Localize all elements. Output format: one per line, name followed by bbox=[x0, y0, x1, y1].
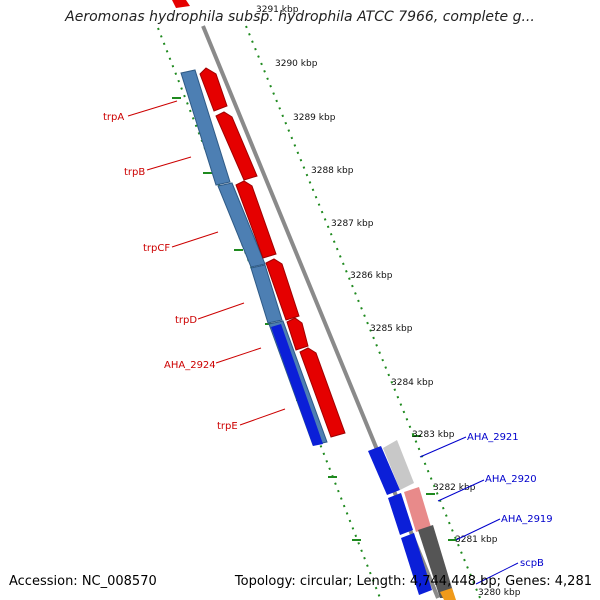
leader-line-trpE bbox=[239, 408, 286, 426]
gene-block-trpE bbox=[271, 324, 323, 446]
gene-label-trpA[interactable]: trpA bbox=[103, 112, 124, 123]
leader-line-trpA bbox=[127, 100, 178, 117]
leader-line-trpB bbox=[146, 156, 192, 171]
ruler-label-3286: 3286 kbp bbox=[350, 271, 393, 281]
outer-ruler-line bbox=[245, 25, 481, 599]
map-title: Aeromonas hydrophila subsp. hydrophila A… bbox=[65, 9, 535, 25]
gene-block-pink bbox=[404, 487, 431, 532]
gene-block-darkgrey bbox=[418, 525, 455, 598]
steel-gene-track bbox=[180, 69, 328, 446]
gene-block-trpCF bbox=[250, 264, 283, 324]
ruler-label-3283: 3283 kbp bbox=[412, 430, 455, 440]
gene-arrow-trpCF bbox=[235, 180, 277, 259]
leader-line-AHA_2920 bbox=[437, 479, 485, 502]
gene-arrow-trpB bbox=[215, 111, 258, 181]
gene-labels: trpA trpB trpCF trpD AHA_2924 trpE AHA_2… bbox=[103, 112, 553, 569]
blue-leader-lines bbox=[419, 436, 519, 585]
leader-line-trpD bbox=[197, 302, 245, 320]
ruler-label-3289: 3289 kbp bbox=[293, 113, 336, 123]
gene-arrow-trpD bbox=[265, 258, 300, 321]
gene-arrow-trpA bbox=[199, 67, 228, 112]
red-leader-lines bbox=[127, 100, 286, 426]
gene-label-AHA_2919[interactable]: AHA_2919 bbox=[501, 514, 553, 525]
ruler-label-3280: 3280 kbp bbox=[478, 588, 521, 598]
leader-line-AHA_2921 bbox=[419, 436, 467, 458]
leader-line-AHA_2924 bbox=[215, 347, 262, 364]
gene-arrow-trpE bbox=[299, 347, 346, 438]
gene-arrow-top bbox=[172, 0, 190, 8]
ruler-label-3287: 3287 kbp bbox=[331, 219, 374, 229]
gene-label-scpB[interactable]: scpB bbox=[520, 558, 544, 569]
gene-label-trpE[interactable]: trpE bbox=[217, 421, 238, 432]
gene-block-AHA_2920 bbox=[388, 493, 413, 535]
ruler-labels: 3291 kbp 3290 kbp 3289 kbp 3288 kbp 3287… bbox=[256, 5, 521, 598]
gene-label-AHA_2921[interactable]: AHA_2921 bbox=[467, 432, 519, 443]
leader-line-trpCF bbox=[171, 231, 219, 248]
gene-block-AHA_2921 bbox=[368, 446, 400, 495]
leader-line-AHA_2919 bbox=[455, 518, 501, 541]
accession-text: Accession: NC_008570 bbox=[9, 574, 157, 589]
genome-stats-text: Topology: circular; Length: 4,744,448 bp… bbox=[234, 574, 592, 589]
ruler-label-3291: 3291 kbp bbox=[256, 5, 299, 15]
leader-line-scpB bbox=[475, 562, 519, 585]
lower-gene-track bbox=[368, 440, 456, 600]
ruler-label-3282: 3282 kbp bbox=[433, 483, 476, 493]
gene-label-AHA_2924[interactable]: AHA_2924 bbox=[164, 360, 216, 371]
red-gene-track bbox=[199, 67, 346, 438]
ruler-label-3290: 3290 kbp bbox=[275, 59, 318, 69]
gene-block-trpB bbox=[217, 182, 266, 268]
ruler-label-3288: 3288 kbp bbox=[311, 166, 354, 176]
major-ticks bbox=[172, 97, 457, 541]
gene-label-trpB[interactable]: trpB bbox=[124, 167, 145, 178]
ruler-label-3281: 3281 kbp bbox=[455, 535, 498, 545]
gene-arrow-AHA_2924 bbox=[286, 317, 309, 351]
gene-block-orange bbox=[440, 588, 456, 600]
gene-label-AHA_2920[interactable]: AHA_2920 bbox=[485, 474, 537, 485]
ruler-label-3285: 3285 kbp bbox=[370, 324, 413, 334]
gene-label-trpD[interactable]: trpD bbox=[175, 315, 197, 326]
gene-block-trpA bbox=[180, 69, 231, 186]
gene-block-AHA_2919 bbox=[401, 533, 432, 595]
gene-block-grey bbox=[383, 440, 414, 490]
gene-label-trpCF[interactable]: trpCF bbox=[143, 243, 170, 254]
ruler-label-3284: 3284 kbp bbox=[391, 378, 434, 388]
